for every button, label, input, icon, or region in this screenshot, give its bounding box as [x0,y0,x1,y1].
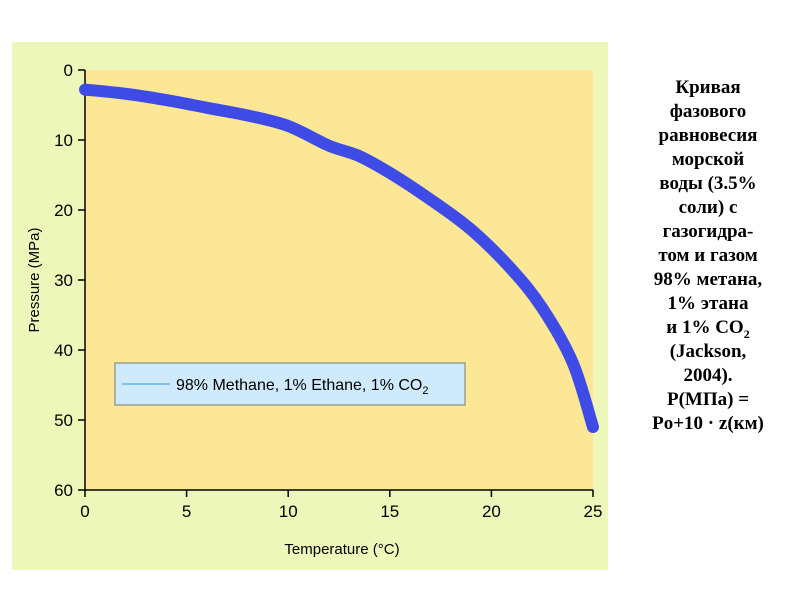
legend-box [114,362,466,406]
caption-line: Po+10 · z(км) [652,413,764,434]
caption-line: фазового [669,101,747,122]
caption-line-text: и 1% CO [666,317,744,338]
legend-label-main: 98% Methane, 1% Ethane, 1% CO [176,377,422,394]
legend-label: 98% Methane, 1% Ethane, 1% CO2 [176,377,429,397]
side-caption: Кривая фазового равновесия морской воды … [618,76,798,436]
caption-line: Кривая [675,77,741,98]
caption-line: равновесия [658,125,758,146]
caption-line: соли) с [678,197,738,218]
y-axis-title: Pressure (MPa) [26,227,43,332]
y-axis-ticks: 0 10 20 30 40 50 60 [54,61,85,500]
legend: 98% Methane, 1% Ethane, 1% CO2 [114,362,466,406]
x-tick-label: 20 [482,502,501,521]
y-tick-label: 50 [54,411,73,430]
plot-area [85,70,593,490]
y-tick-label: 40 [54,341,73,360]
y-tick-label: 30 [54,271,73,290]
y-tick-label: 10 [54,131,73,150]
y-tick-label: 60 [54,481,73,500]
legend-label-subscript: 2 [422,385,428,397]
x-tick-label: 0 [80,502,89,521]
y-tick-label: 20 [54,201,73,220]
caption-line: 2004). [683,365,733,386]
caption-line: 1% этана [667,293,749,314]
series-line [79,83,599,433]
caption-co2-subscript: 2 [743,326,750,341]
x-tick-label: 10 [279,502,298,521]
caption-line: 98% метана, [653,269,763,290]
x-axis-title: Temperature (°C) [284,541,399,558]
x-tick-label: 5 [182,502,191,521]
caption-line: (Jackson, [669,341,747,362]
caption-line: P(МПа) = [666,389,750,410]
x-tick-label: 25 [584,502,603,521]
figure-panel: 0 10 20 30 40 50 60 0 5 10 15 20 25 98% Methane, 1%… [12,42,608,570]
caption-line: морской [671,149,745,170]
y-tick-label: 0 [64,61,73,80]
caption-line: том и газом [658,245,758,266]
chart: 0 10 20 30 40 50 60 0 5 10 15 20 25 98% Methane, 1%… [26,61,602,558]
caption-line: воды (3.5% [659,173,757,194]
x-axis-ticks: 0 5 10 15 20 25 [80,490,602,521]
caption-line: газогидра- [662,221,754,242]
x-tick-label: 15 [380,502,399,521]
caption-line-co2: и 1% CO2 [618,316,798,340]
